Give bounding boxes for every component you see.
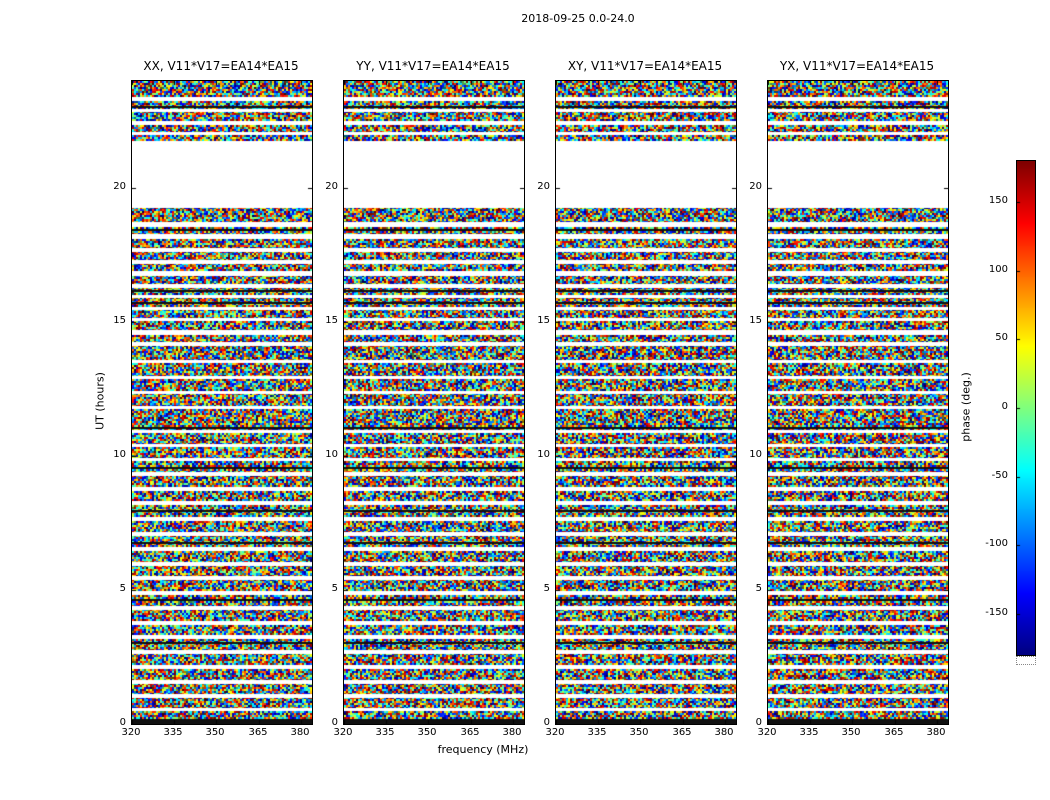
xtick-label: 380 bbox=[714, 727, 734, 738]
colorbar-tick-label: -150 bbox=[985, 607, 1008, 618]
heatmap-panel-yx bbox=[767, 80, 949, 725]
colorbar-tick-label: 100 bbox=[988, 264, 1008, 275]
ytick-label: 15 bbox=[537, 315, 550, 326]
xtick-label: 380 bbox=[502, 727, 522, 738]
colorbar-axis-label: phase (deg.) bbox=[959, 372, 973, 442]
panel-title-yx: YX, V11*V17=EA14*EA15 bbox=[779, 59, 935, 73]
xtick-label: 365 bbox=[460, 727, 480, 738]
figure-title: 2018-09-25 0.0-24.0 bbox=[521, 12, 635, 25]
xtick-label: 320 bbox=[545, 727, 565, 738]
colorbar bbox=[1016, 160, 1036, 656]
panel-title-xx: XX, V11*V17=EA14*EA15 bbox=[143, 59, 299, 73]
ytick-label: 5 bbox=[543, 583, 550, 594]
xtick-label: 365 bbox=[672, 727, 692, 738]
colorbar-tick-label: -50 bbox=[991, 470, 1008, 481]
xtick-label: 350 bbox=[417, 727, 437, 738]
phase-heatmap-xx bbox=[132, 81, 312, 724]
colorbar-tick-label: -100 bbox=[985, 538, 1008, 549]
xtick-label: 320 bbox=[333, 727, 353, 738]
ytick-label: 0 bbox=[331, 717, 338, 728]
heatmap-panel-yy bbox=[343, 80, 525, 725]
panel-title-xy: XY, V11*V17=EA14*EA15 bbox=[567, 59, 723, 73]
ytick-label: 5 bbox=[331, 583, 338, 594]
xtick-label: 320 bbox=[121, 727, 141, 738]
ytick-label: 20 bbox=[113, 181, 126, 192]
ytick-label: 20 bbox=[325, 181, 338, 192]
xtick-label: 365 bbox=[884, 727, 904, 738]
phase-heatmap-xy bbox=[556, 81, 736, 724]
phase-heatmap-yy bbox=[344, 81, 524, 724]
ytick-label: 15 bbox=[325, 315, 338, 326]
xtick-label: 365 bbox=[248, 727, 268, 738]
heatmap-panel-xx bbox=[131, 80, 313, 725]
colorbar-gradient bbox=[1017, 161, 1035, 655]
ytick-label: 0 bbox=[543, 717, 550, 728]
xtick-label: 380 bbox=[290, 727, 310, 738]
xtick-label: 350 bbox=[205, 727, 225, 738]
phase-heatmap-yx bbox=[768, 81, 948, 724]
x-axis-label: frequency (MHz) bbox=[437, 743, 529, 756]
ytick-label: 15 bbox=[749, 315, 762, 326]
ytick-label: 5 bbox=[755, 583, 762, 594]
ytick-label: 20 bbox=[537, 181, 550, 192]
colorbar-flagged-swatch bbox=[1016, 656, 1036, 665]
panel-title-yy: YY, V11*V17=EA14*EA15 bbox=[356, 59, 510, 73]
colorbar-tick-label: 50 bbox=[995, 332, 1008, 343]
heatmap-panel-xy bbox=[555, 80, 737, 725]
xtick-label: 335 bbox=[799, 727, 819, 738]
ytick-label: 5 bbox=[119, 583, 126, 594]
xtick-label: 335 bbox=[163, 727, 183, 738]
ytick-label: 10 bbox=[537, 449, 550, 460]
y-axis-label: UT (hours) bbox=[93, 372, 107, 430]
xtick-label: 350 bbox=[841, 727, 861, 738]
xtick-label: 380 bbox=[926, 727, 946, 738]
xtick-label: 350 bbox=[629, 727, 649, 738]
ytick-label: 10 bbox=[113, 449, 126, 460]
ytick-label: 10 bbox=[749, 449, 762, 460]
colorbar-tick-label: 0 bbox=[1001, 401, 1008, 412]
ytick-label: 20 bbox=[749, 181, 762, 192]
xtick-label: 335 bbox=[375, 727, 395, 738]
ytick-label: 0 bbox=[119, 717, 126, 728]
xtick-label: 335 bbox=[587, 727, 607, 738]
colorbar-tick-label: 150 bbox=[988, 195, 1008, 206]
ytick-label: 10 bbox=[325, 449, 338, 460]
ytick-label: 0 bbox=[755, 717, 762, 728]
ytick-label: 15 bbox=[113, 315, 126, 326]
xtick-label: 320 bbox=[757, 727, 777, 738]
